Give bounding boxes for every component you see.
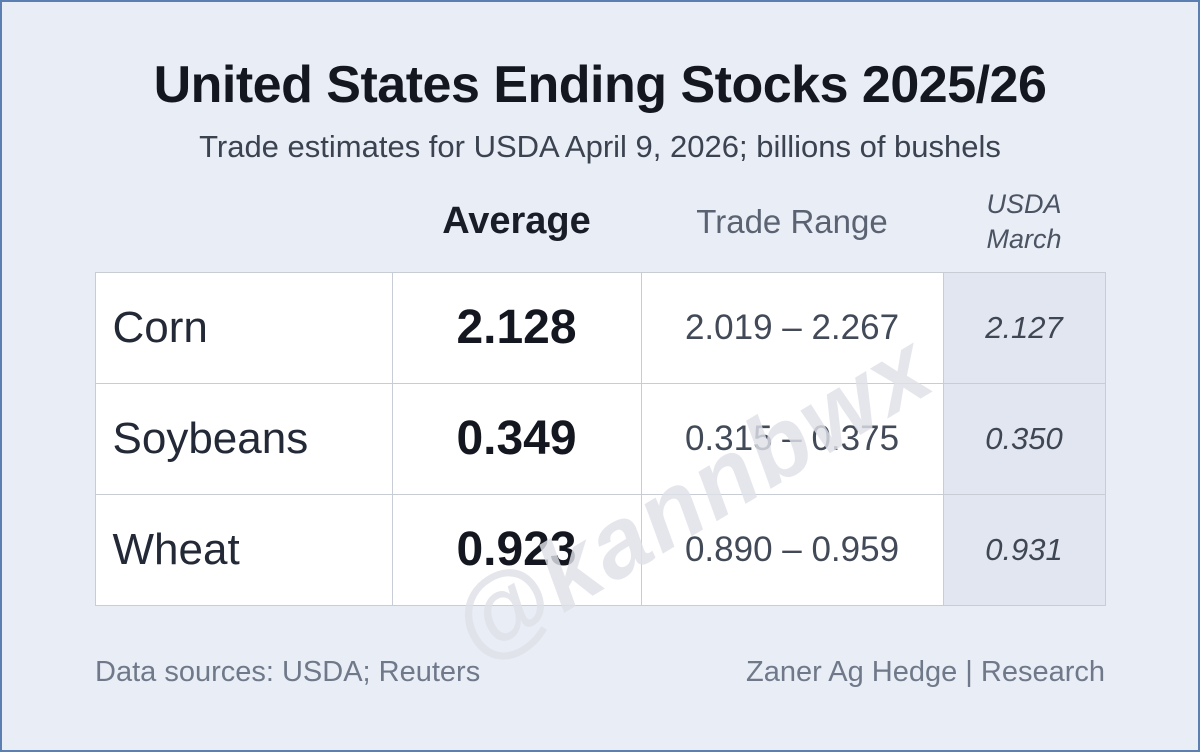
column-header-usda-march: USDA March: [943, 172, 1105, 273]
average-cell: 0.349: [391, 382, 642, 495]
usda-march-cell: 2.127: [942, 271, 1106, 384]
table-row: Soybeans 0.349 0.315 – 0.375 0.350: [94, 382, 1106, 495]
commodity-cell: Corn: [94, 271, 393, 384]
table-header-row: Average Trade Range USDA March: [95, 172, 1105, 273]
commodity-cell: Soybeans: [94, 382, 393, 495]
ending-stocks-table: Average Trade Range USDA March Corn 2.12…: [94, 172, 1106, 606]
page-title: United States Ending Stocks 2025/26: [153, 56, 1047, 114]
column-header-usda-march-label: USDA March: [986, 188, 1062, 254]
table-row: Wheat 0.923 0.890 – 0.959 0.931: [94, 493, 1106, 606]
trade-range-cell: 0.890 – 0.959: [640, 493, 944, 606]
column-header-commodity: [95, 172, 392, 273]
average-cell: 0.923: [391, 493, 642, 606]
footer: Data sources: USDA; Reuters Zaner Ag Hed…: [95, 656, 1105, 689]
table-row: Corn 2.128 2.019 – 2.267 2.127: [94, 271, 1106, 384]
trade-range-cell: 0.315 – 0.375: [640, 382, 944, 495]
commodity-cell: Wheat: [94, 493, 393, 606]
data-sources-credit: Data sources: USDA; Reuters: [95, 655, 481, 688]
column-header-average: Average: [442, 200, 591, 243]
publisher-credit: Zaner Ag Hedge | Research: [746, 655, 1105, 688]
average-cell: 2.128: [391, 271, 642, 384]
usda-march-cell: 0.931: [942, 493, 1106, 606]
trade-range-cell: 2.019 – 2.267: [640, 271, 944, 384]
page-subtitle: Trade estimates for USDA April 9, 2026; …: [199, 128, 1001, 164]
column-header-trade-range: Trade Range: [696, 202, 888, 240]
table-container: Average Trade Range USDA March Corn 2.12…: [2, 172, 1198, 606]
usda-march-cell: 0.350: [942, 382, 1106, 495]
